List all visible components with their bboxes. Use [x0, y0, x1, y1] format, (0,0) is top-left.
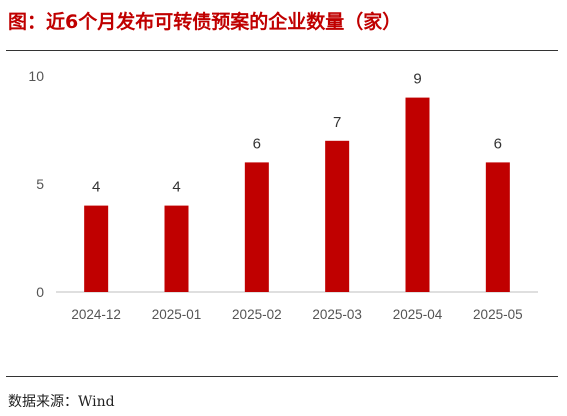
bar-2025-03	[325, 140, 350, 292]
bar-2025-01	[164, 205, 189, 292]
y-axis-ticks: 0 5 10	[28, 68, 44, 300]
y-tick-label: 5	[36, 176, 44, 192]
data-label-2025-05: 6	[494, 135, 502, 152]
x-tick-label: 2025-04	[393, 307, 443, 322]
y-tick-label: 0	[36, 284, 44, 300]
bar-chart: 0 5 10 4 4 6 7 9 6 2024-12 2025-01 2025-02 2025-03…	[28, 68, 538, 322]
bottom-divider	[6, 376, 558, 377]
bar-2025-05	[485, 162, 510, 292]
data-label-2025-01: 4	[172, 179, 180, 196]
y-tick-label: 10	[28, 68, 44, 84]
top-divider	[6, 50, 558, 51]
source-note: 数据来源：Wind	[8, 392, 115, 412]
data-label-2025-02: 6	[253, 135, 261, 152]
data-label-2024-12: 4	[92, 179, 100, 196]
bar-2025-04	[405, 97, 430, 292]
chart-title: 图：近6个月发布可转债预案的企业数量（家）	[8, 11, 402, 33]
bar-2025-02	[244, 162, 269, 292]
x-tick-label: 2025-03	[312, 307, 362, 322]
x-tick-label: 2025-05	[473, 307, 523, 322]
x-axis-ticks: 2024-12 2025-01 2025-02 2025-03 2025-04 2025-…	[71, 307, 522, 322]
source-prefix: 数据来源：	[8, 394, 78, 410]
x-tick-label: 2025-01	[152, 307, 202, 322]
data-label-2025-03: 7	[333, 114, 341, 131]
x-tick-label: 2024-12	[71, 307, 121, 322]
data-label-2025-04: 9	[413, 71, 421, 88]
bar-2024-12	[84, 205, 109, 292]
x-tick-label: 2025-02	[232, 307, 282, 322]
bar-series	[84, 97, 510, 292]
source-name: Wind	[78, 394, 115, 410]
data-labels: 4 4 6 7 9 6	[92, 71, 502, 196]
